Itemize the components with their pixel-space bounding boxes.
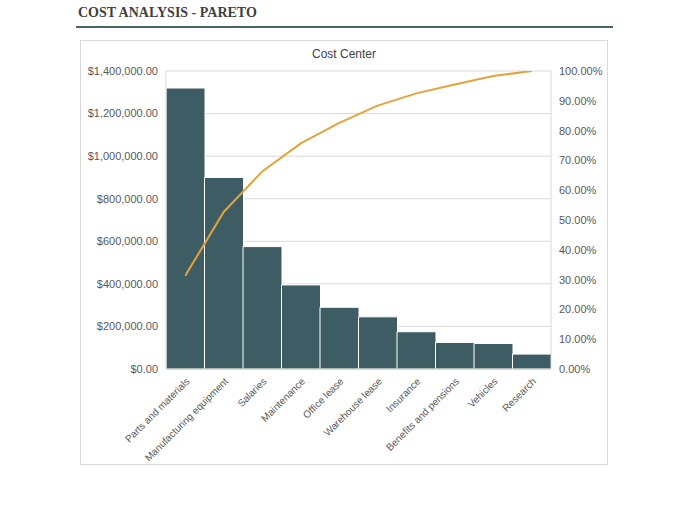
- svg-text:100.00%: 100.00%: [559, 65, 603, 77]
- svg-text:Benefits and pensions: Benefits and pensions: [384, 376, 461, 453]
- svg-text:$800,000.00: $800,000.00: [97, 193, 158, 205]
- svg-text:Parts and materials: Parts and materials: [123, 376, 192, 445]
- svg-text:$1,400,000.00: $1,400,000.00: [88, 65, 158, 77]
- svg-text:90.00%: 90.00%: [559, 95, 597, 107]
- svg-text:Manufacturing equipment: Manufacturing equipment: [143, 376, 231, 464]
- html-text:COST ANALYSIS - PARETO: COST ANALYSIS - PARETO: [78, 5, 257, 20]
- svg-text:30.00%: 30.00%: [559, 274, 597, 286]
- svg-text:60.00%: 60.00%: [559, 184, 597, 196]
- svg-text:$600,000.00: $600,000.00: [97, 235, 158, 247]
- svg-text:$1,000,000.00: $1,000,000.00: [88, 150, 158, 162]
- svg-text:40.00%: 40.00%: [559, 244, 597, 256]
- svg-text:$400,000.00: $400,000.00: [97, 278, 158, 290]
- svg-text:$0.00: $0.00: [130, 363, 158, 375]
- svg-text:Warehouse lease: Warehouse lease: [322, 375, 385, 438]
- svg-text:Office lease: Office lease: [300, 375, 346, 421]
- svg-text:20.00%: 20.00%: [559, 303, 597, 315]
- svg-text:10.00%: 10.00%: [559, 333, 597, 345]
- svg-text:Research: Research: [500, 376, 538, 414]
- svg-text:$200,000.00: $200,000.00: [97, 320, 158, 332]
- svg-text:50.00%: 50.00%: [559, 214, 597, 226]
- svg-text:Maintenance: Maintenance: [259, 375, 308, 424]
- html-text:Cost Center: Cost Center: [312, 47, 376, 61]
- svg-text:70.00%: 70.00%: [559, 154, 597, 166]
- svg-text:Vehicles: Vehicles: [466, 376, 500, 410]
- svg-text:$1,200,000.00: $1,200,000.00: [88, 107, 158, 119]
- svg-text:0.00%: 0.00%: [559, 363, 590, 375]
- svg-text:Insurance: Insurance: [384, 375, 423, 414]
- svg-text:80.00%: 80.00%: [559, 125, 597, 137]
- svg-text:Salaries: Salaries: [235, 376, 268, 409]
